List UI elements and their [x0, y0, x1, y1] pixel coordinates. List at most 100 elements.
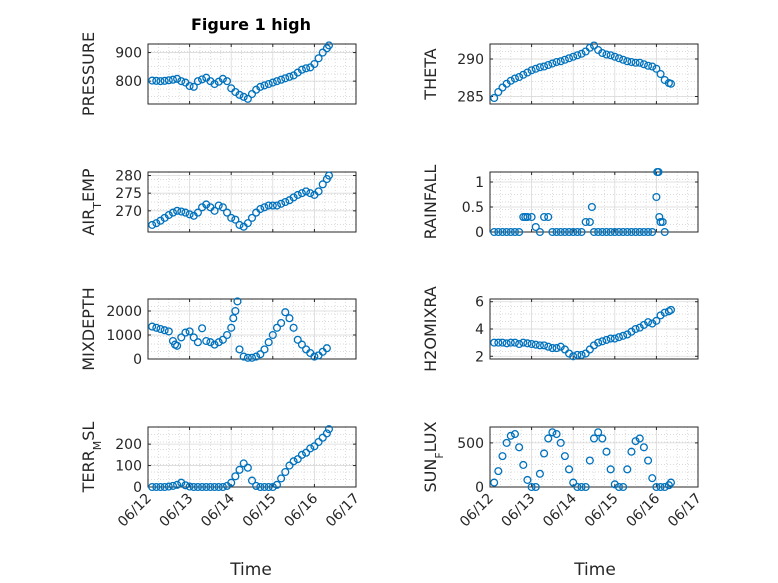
data-point — [494, 467, 503, 476]
data-point — [623, 465, 632, 474]
data-point — [535, 341, 544, 350]
data-point — [627, 227, 636, 237]
data-point — [268, 482, 277, 492]
y-axis-label: AIRTEMP — [79, 168, 104, 235]
y-tick-label: 280 — [115, 169, 142, 185]
data-point — [515, 227, 524, 237]
data-point — [218, 203, 227, 212]
data-point — [560, 345, 569, 354]
data-point — [589, 227, 599, 237]
data-point — [585, 217, 594, 227]
y-axis-label: THETA — [421, 48, 440, 100]
figure-title: Figure 1 high — [191, 15, 311, 34]
data-point — [264, 79, 273, 89]
data-point — [210, 482, 219, 492]
data-point — [268, 78, 277, 87]
data-point — [614, 54, 624, 63]
data-point — [310, 352, 319, 361]
data-point — [510, 74, 520, 83]
data-point — [289, 193, 298, 202]
data-point — [531, 482, 540, 492]
data-point — [193, 338, 202, 347]
data-point — [510, 338, 520, 347]
data-point — [164, 76, 173, 85]
data-point — [247, 476, 257, 485]
data-point — [297, 450, 306, 459]
data-point — [210, 340, 219, 349]
data-point — [243, 463, 252, 472]
data-point — [544, 212, 553, 222]
data-point — [256, 350, 265, 359]
data-point — [502, 227, 511, 237]
data-point — [264, 338, 273, 347]
data-point — [619, 482, 628, 492]
data-point — [606, 465, 615, 474]
data-point — [218, 335, 227, 344]
data-point — [527, 212, 536, 222]
data-point — [185, 81, 194, 91]
data-point — [268, 201, 277, 210]
y-tick-label: 6 — [475, 295, 484, 311]
data-point — [239, 352, 248, 361]
data-point — [214, 338, 223, 347]
data-point — [252, 352, 261, 361]
data-point — [235, 90, 244, 99]
data-point — [598, 337, 607, 346]
data-point — [494, 227, 503, 237]
data-point — [229, 314, 238, 323]
data-point — [577, 350, 586, 359]
data-point — [581, 217, 590, 227]
y-axis-label: H2OMIXRA — [421, 286, 440, 372]
data-point — [644, 227, 653, 237]
data-point — [277, 75, 286, 84]
data-point — [569, 478, 578, 487]
data-point — [173, 480, 182, 489]
data-point — [631, 324, 640, 334]
y-tick-label: 275 — [115, 186, 142, 202]
data-point — [573, 350, 582, 359]
data-point — [268, 330, 277, 340]
axes-box — [147, 298, 357, 360]
y-tick-label: 900 — [115, 46, 142, 62]
data-point — [181, 328, 190, 337]
data-point — [510, 227, 520, 237]
data-point — [210, 206, 219, 215]
data-point — [297, 65, 306, 74]
data-point — [285, 314, 294, 323]
data-point — [602, 335, 611, 344]
data-point — [606, 227, 615, 237]
data-point — [652, 316, 661, 325]
data-point — [293, 190, 302, 199]
data-point — [181, 481, 190, 490]
data-point — [247, 353, 257, 362]
data-point — [222, 77, 232, 86]
data-point — [173, 206, 182, 215]
data-point — [256, 482, 265, 492]
y-tick-label: 285 — [457, 90, 484, 106]
y-tick-label: 200 — [115, 437, 142, 453]
data-point — [540, 212, 549, 222]
data-point — [256, 82, 265, 91]
y-axis-label: RAINFALL — [421, 165, 440, 240]
data-point — [318, 433, 327, 442]
data-point — [168, 208, 178, 217]
data-point — [198, 75, 207, 84]
axes-box — [489, 426, 699, 488]
data-point — [540, 341, 549, 350]
data-point — [631, 58, 640, 67]
data-point — [648, 62, 657, 71]
data-point — [627, 57, 636, 67]
data-point — [152, 323, 161, 332]
data-point — [260, 203, 269, 212]
data-point — [519, 70, 528, 79]
data-point — [227, 323, 236, 332]
data-point — [293, 335, 302, 344]
data-point — [272, 480, 282, 489]
y-tick-label: 290 — [457, 52, 484, 68]
data-point — [318, 48, 327, 57]
data-point — [324, 171, 334, 180]
data-point — [519, 338, 528, 347]
data-point — [185, 482, 194, 491]
